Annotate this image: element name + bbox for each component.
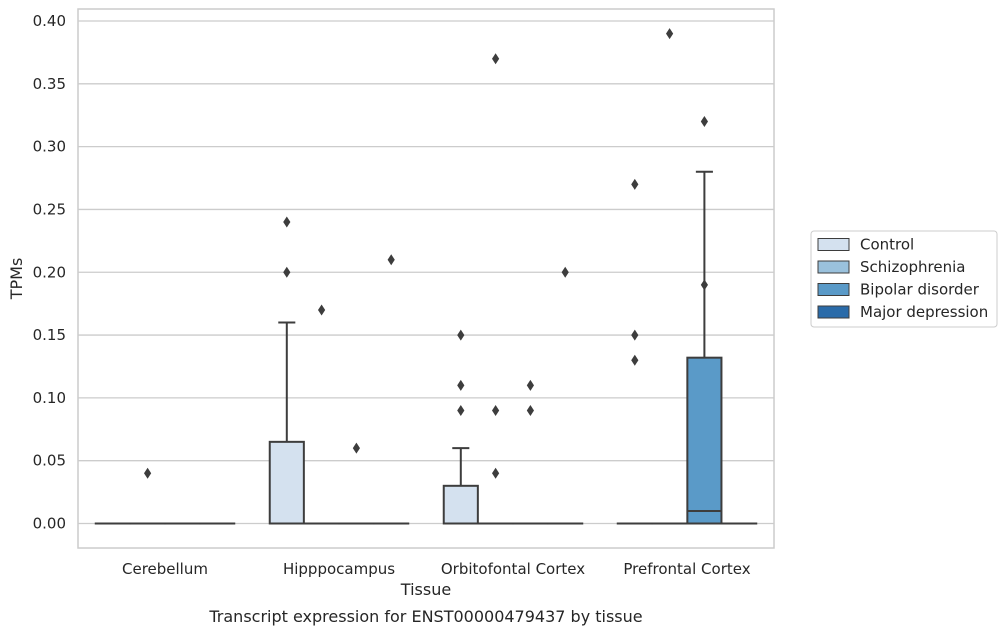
- legend-label: Major depression: [860, 303, 988, 321]
- outlier-point: [492, 404, 500, 416]
- x-axis-ticks: Cerebellum Hipppocampus Orbitofontal Corte…: [122, 560, 751, 578]
- y-tick-label: 0.25: [33, 200, 66, 218]
- outlier-point: [526, 379, 534, 391]
- outlier-point: [492, 467, 500, 479]
- x-axis-label: Tissue: [400, 580, 451, 599]
- legend-swatch: [817, 238, 850, 251]
- box-group: [442, 329, 479, 525]
- outlier-point: [352, 442, 360, 454]
- box-group: [651, 28, 688, 525]
- y-axis-label: TPMs: [7, 258, 26, 301]
- legend-label: Schizophrenia: [860, 258, 965, 276]
- x-tick-label: Cerebellum: [122, 560, 208, 578]
- legend-label: Bipolar disorder: [860, 281, 980, 299]
- outlier-point: [457, 379, 465, 391]
- x-tick-label: Prefrontal Cortex: [623, 560, 750, 578]
- box-group: [686, 116, 723, 525]
- outlier-point: [631, 178, 639, 190]
- outlier-point: [387, 254, 395, 266]
- outlier-point: [283, 266, 291, 278]
- outlier-point: [561, 266, 569, 278]
- legend-swatch: [817, 260, 850, 274]
- legend-swatch: [817, 283, 850, 296]
- box-group: [477, 53, 514, 525]
- outlier-point: [631, 354, 639, 366]
- box-group: [129, 467, 166, 525]
- boxes: [94, 28, 758, 525]
- y-tick-label: 0.20: [33, 263, 66, 281]
- outlier-point: [457, 404, 465, 416]
- box: [686, 356, 723, 525]
- box-group: [547, 266, 584, 525]
- outlier-point: [144, 467, 152, 479]
- outlier-point: [700, 279, 708, 291]
- plot-area: [77, 8, 775, 549]
- outlier-point: [666, 28, 674, 40]
- legend-swatch: [817, 305, 850, 319]
- y-tick-label: 0.40: [33, 12, 66, 30]
- y-tick-label: 0.15: [33, 326, 66, 344]
- outlier-point: [283, 216, 291, 228]
- outlier-point: [631, 329, 639, 341]
- outlier-point: [526, 404, 534, 416]
- x-tick-label: Hipppocampus: [283, 560, 395, 578]
- outlier-point: [318, 304, 326, 316]
- box-group: [303, 304, 340, 525]
- box-group: [373, 254, 410, 525]
- outlier-point: [700, 116, 708, 127]
- box: [442, 484, 479, 525]
- x-tick-label: Orbitofontal Cortex: [441, 560, 585, 578]
- outlier-point: [492, 53, 500, 65]
- legend-label: Control: [860, 236, 914, 254]
- y-tick-label: 0.30: [33, 138, 66, 156]
- gridlines: [78, 20, 774, 525]
- box: [268, 440, 305, 525]
- box-group: [616, 178, 653, 525]
- y-tick-label: 0.10: [33, 389, 66, 407]
- legend: Control Schizophrenia Bipolar disorder Majo…: [810, 230, 998, 328]
- y-tick-label: 0.35: [33, 75, 66, 93]
- y-tick-label: 0.05: [33, 452, 66, 470]
- box-group: [512, 379, 549, 525]
- outlier-point: [457, 329, 465, 341]
- box-group: [268, 216, 305, 525]
- legend-frame: [810, 230, 998, 328]
- chart-caption: Transcript expression for ENST0000047943…: [208, 607, 642, 626]
- box-group: [338, 442, 375, 525]
- y-tick-label: 0.00: [33, 515, 66, 533]
- y-axis-ticks: 0.00 0.05 0.10 0.15 0.20 0.25 0.30 0.35 0.40: [33, 12, 66, 533]
